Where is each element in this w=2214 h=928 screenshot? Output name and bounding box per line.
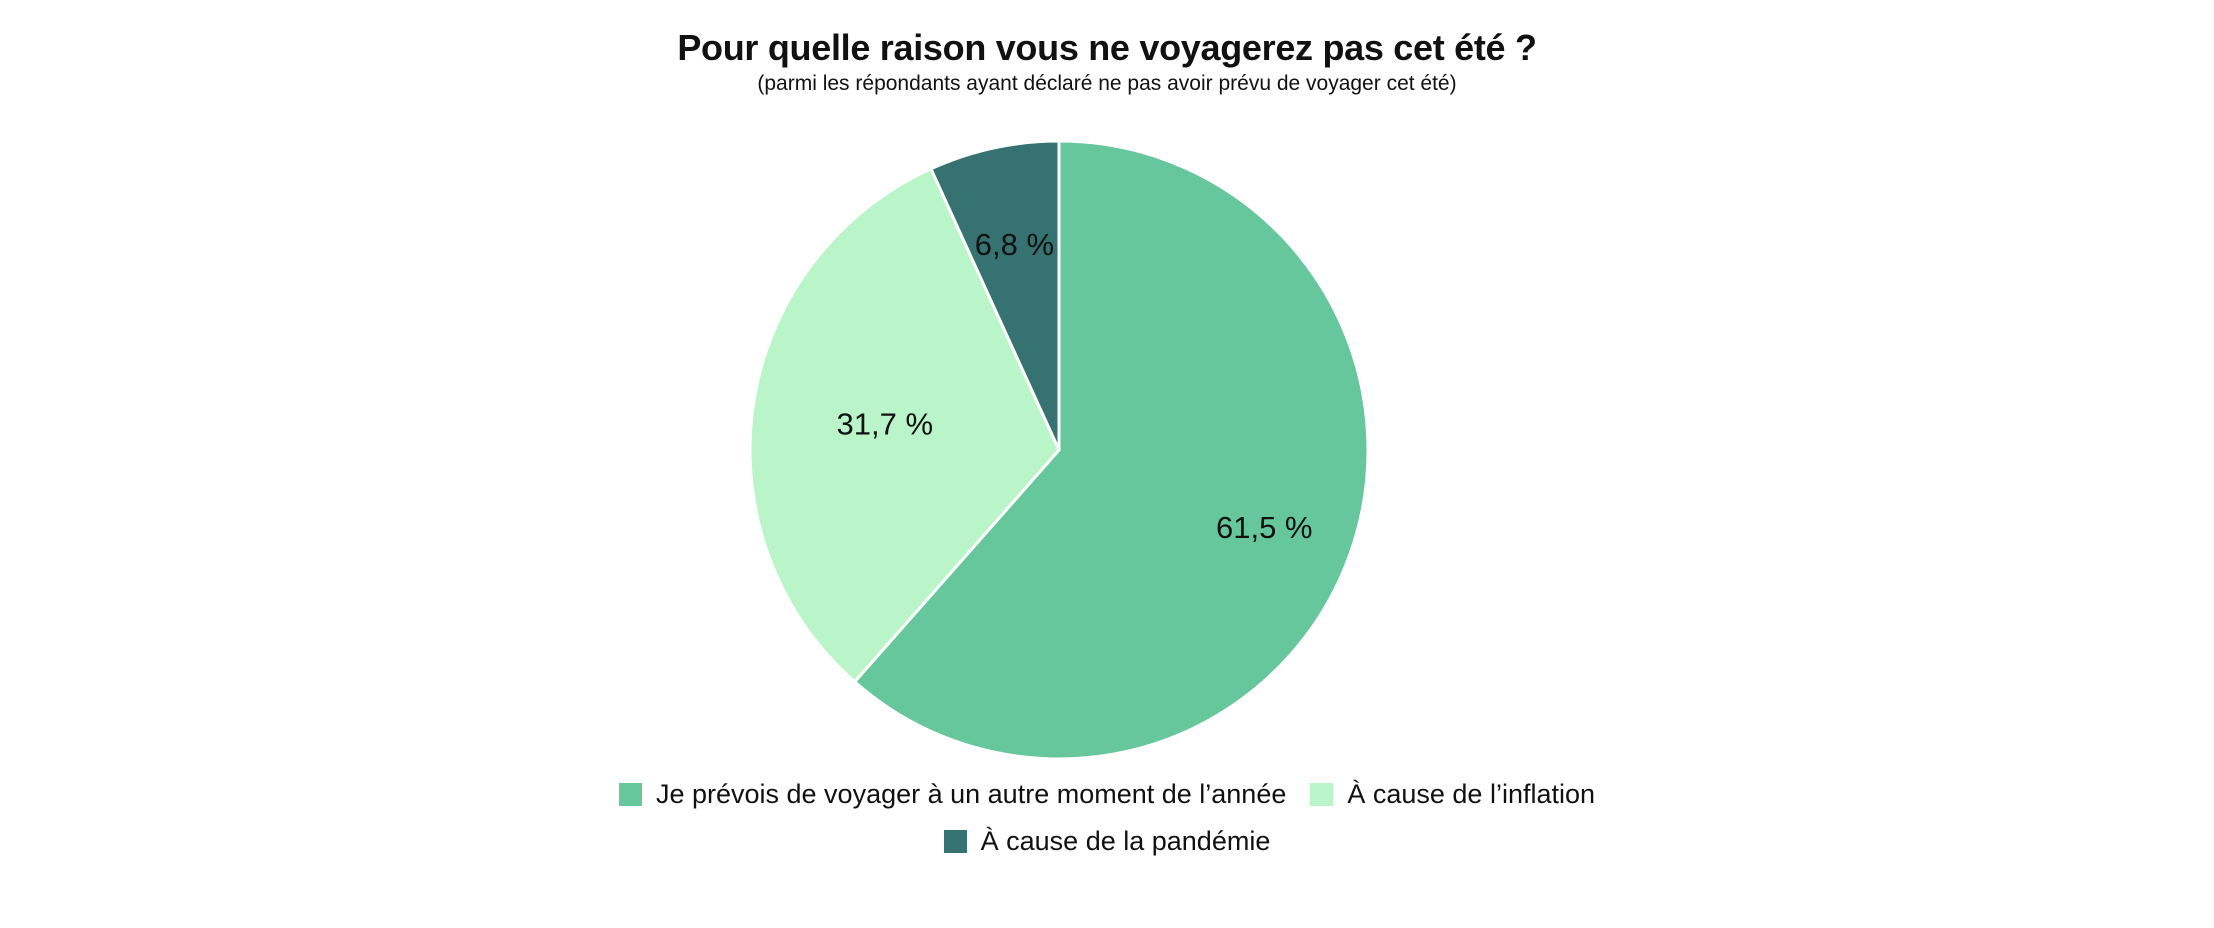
legend-item-pandemie[interactable]: À cause de la pandémie bbox=[943, 823, 1271, 859]
legend-swatch bbox=[618, 782, 642, 806]
chart-title: Pour quelle raison vous ne voyagerez pas… bbox=[677, 27, 1537, 68]
chart-subtitle: (parmi les répondants ayant déclaré ne p… bbox=[757, 72, 1457, 95]
legend-swatch bbox=[1310, 782, 1334, 806]
legend-label: Je prévois de voyager à un autre moment … bbox=[655, 779, 1287, 809]
legend-label: À cause de la pandémie bbox=[980, 826, 1271, 856]
legend-label: À cause de l’inflation bbox=[1347, 779, 1596, 809]
legend-item-inflation[interactable]: À cause de l’inflation bbox=[1310, 776, 1595, 812]
legend-item-autre-moment[interactable]: Je prévois de voyager à un autre moment … bbox=[618, 776, 1287, 812]
slice-pandemie[interactable] bbox=[929, 139, 1061, 452]
slice-label-inflation: 31,7 % bbox=[837, 407, 934, 442]
slice-label-pandemie: 6,8 % bbox=[975, 227, 1054, 262]
legend-row: À cause de la pandémie bbox=[0, 823, 2214, 859]
slice-autre-moment[interactable] bbox=[853, 139, 1370, 761]
legend-row: Je prévois de voyager à un autre moment … bbox=[0, 776, 2214, 812]
slice-label-autre-moment: 61,5 % bbox=[1216, 510, 1313, 545]
slice-inflation[interactable] bbox=[748, 167, 1061, 684]
legend-swatch bbox=[943, 829, 967, 853]
